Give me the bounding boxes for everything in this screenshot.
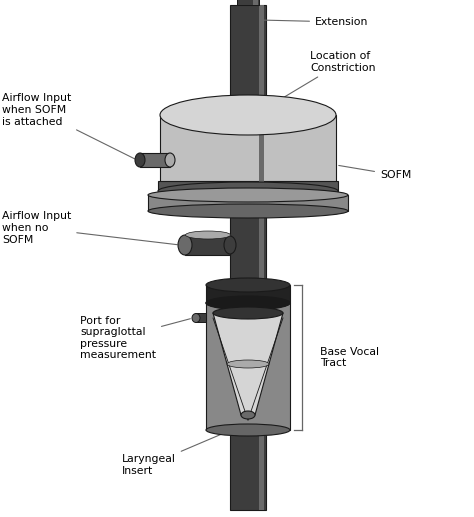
- Text: Laryngeal
Insert: Laryngeal Insert: [122, 426, 240, 476]
- Polygon shape: [213, 313, 283, 415]
- Bar: [230, 5, 266, 510]
- Ellipse shape: [148, 204, 348, 218]
- Bar: [253, 0, 258, 5]
- Bar: [237, 0, 259, 5]
- Ellipse shape: [224, 236, 236, 254]
- Ellipse shape: [158, 182, 338, 200]
- Ellipse shape: [206, 296, 290, 310]
- Ellipse shape: [185, 231, 230, 239]
- Ellipse shape: [165, 153, 175, 167]
- Bar: [206, 303, 290, 430]
- Text: SOFM: SOFM: [339, 165, 411, 180]
- Ellipse shape: [227, 360, 269, 368]
- Text: Extension: Extension: [262, 17, 368, 27]
- Ellipse shape: [160, 95, 336, 135]
- Bar: [206, 285, 290, 303]
- Ellipse shape: [148, 188, 348, 202]
- Bar: [158, 181, 338, 191]
- Bar: [196, 313, 206, 322]
- Bar: [148, 195, 348, 211]
- Ellipse shape: [135, 153, 145, 167]
- Bar: [140, 153, 170, 167]
- Text: Airflow Input
when no
SOFM: Airflow Input when no SOFM: [2, 211, 177, 245]
- Bar: [185, 235, 230, 255]
- Ellipse shape: [206, 424, 290, 436]
- Text: Port for
supraglottal
pressure
measurement: Port for supraglottal pressure measureme…: [80, 315, 191, 360]
- Ellipse shape: [206, 297, 290, 309]
- Text: Location of
Constriction: Location of Constriction: [268, 51, 375, 107]
- Ellipse shape: [178, 235, 192, 255]
- Text: Airflow Input
when SOFM
is attached: Airflow Input when SOFM is attached: [2, 94, 135, 159]
- Ellipse shape: [206, 278, 290, 292]
- Bar: [259, 5, 264, 510]
- Ellipse shape: [192, 313, 200, 323]
- Ellipse shape: [160, 184, 336, 206]
- Bar: [160, 115, 336, 195]
- Bar: [237, 0, 259, 5]
- Ellipse shape: [213, 307, 283, 319]
- Text: Base Vocal
Tract: Base Vocal Tract: [320, 347, 379, 368]
- Ellipse shape: [241, 411, 255, 419]
- Bar: [253, 0, 258, 5]
